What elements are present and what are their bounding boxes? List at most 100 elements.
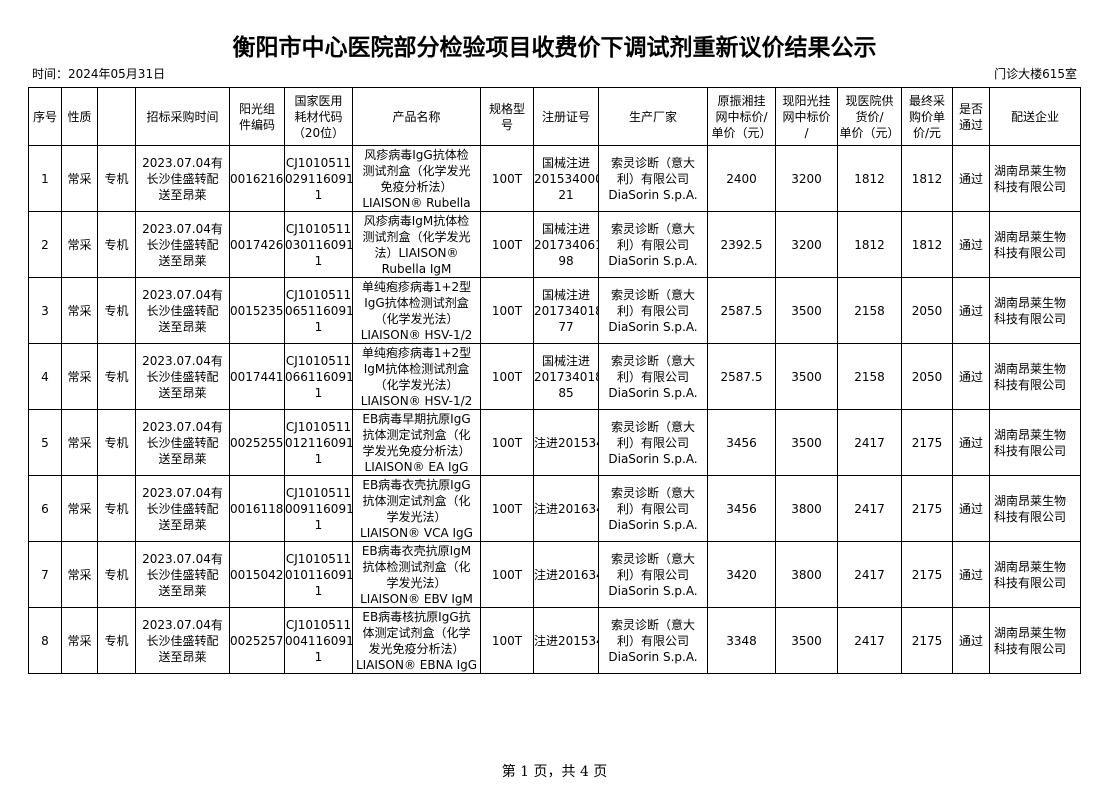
cell-line: DiaSorin S.p.A. [608, 517, 698, 532]
cell: 生产厂家 [598, 87, 708, 146]
cell: 2417 [837, 607, 902, 674]
cell: 风疹病毒IgM抗体检 测试剂盒（化学发光 法）LIAISON® Rubella IgM [352, 211, 481, 278]
cell-line: 现阳光挂 [782, 93, 831, 108]
cell-line: 国械注进 [541, 221, 590, 236]
cell-line: 送至昂莱 [158, 583, 207, 598]
cell: 00161185 [229, 475, 285, 542]
cell-line: 最终采 [908, 93, 945, 108]
cell-line: 77 [558, 319, 574, 334]
cell: 1 [28, 145, 62, 212]
cell: 常采 [61, 211, 98, 278]
cell-line: 国械注进 [541, 155, 590, 170]
cell: 3800 [775, 475, 838, 542]
cell: 通过 [952, 343, 990, 410]
cell: 2023.07.04有 长沙佳盛转配 送至昂莱 [135, 475, 230, 542]
cell: 2023.07.04有 长沙佳盛转配 送至昂莱 [135, 277, 230, 344]
cell-line: 送至昂莱 [158, 187, 207, 202]
cell: 2175 [901, 475, 953, 542]
cell-line: 法）LIAISON® [374, 245, 459, 260]
cell-line: 规格型 [488, 101, 525, 116]
cell: 3800 [775, 541, 838, 608]
cell: 2175 [901, 607, 953, 674]
cell-line: 送至昂莱 [158, 253, 207, 268]
cell-line: 抗体检测试剂盒（化 [362, 559, 471, 574]
cell-line: 购价单 [908, 109, 945, 124]
cell: 3500 [775, 343, 838, 410]
cell-line: DiaSorin S.p.A. [608, 583, 698, 598]
cell: 2417 [837, 541, 902, 608]
cell: 3200 [775, 211, 838, 278]
cell-line: 索灵诊断（意大 [610, 287, 695, 302]
cell-line: DiaSorin S.p.A. [608, 385, 698, 400]
cell-line: 湖南昂莱生物 [994, 295, 1067, 310]
cell: 常采 [61, 343, 98, 410]
cell: 索灵诊断（意大 利）有限公司 DiaSorin S.p.A. [598, 607, 708, 674]
cell: 00162166 [229, 145, 285, 212]
table-row: 4常采专机2023.07.04有长沙佳盛转配送至昂莱00174412CJ1010… [28, 343, 1081, 410]
cell-line: 利）有限公司 [616, 501, 689, 516]
cell: 100T [480, 277, 534, 344]
cell: 通过 [952, 409, 990, 476]
cell-line: 利）有限公司 [616, 567, 689, 582]
cell: 2392.5 [707, 211, 776, 278]
cell-line: 科技有限公司 [994, 575, 1067, 590]
cell: CJ1010511 065116091 1 [284, 277, 353, 344]
cell-line: 阳光组 [238, 101, 275, 116]
cell: 常采 [61, 541, 98, 608]
cell-line: 利）有限公司 [616, 303, 689, 318]
cell-line: 免疫分析法） [380, 179, 453, 194]
cell-line: 2023.07.04有 [142, 221, 223, 236]
cell: CJ1010511 066116091 1 [284, 343, 353, 410]
cell: 专机 [97, 145, 136, 212]
cell-line: 单价（元） [711, 125, 772, 140]
cell: 配送企业 [989, 87, 1081, 146]
cell: 常采 [61, 409, 98, 476]
cell-line: EB病毒核抗原IgG抗 [362, 609, 471, 624]
cell-line: 长沙佳盛转配 [146, 303, 219, 318]
cell: 常采 [61, 475, 98, 542]
cell: 4 [28, 343, 62, 410]
cell: 00252556 [229, 409, 285, 476]
cell: 3500 [775, 607, 838, 674]
cell-line: 利）有限公司 [616, 633, 689, 648]
cell: 100T [480, 409, 534, 476]
cell: 注进2016340 [533, 475, 599, 542]
cell: 阳光组 件编码 [229, 87, 285, 146]
cell: 3456 [707, 475, 776, 542]
cell: CJ1010511 009116091 1 [284, 475, 353, 542]
cell: 00150420 [229, 541, 285, 608]
cell: CJ1010511 012116091 1 [284, 409, 353, 476]
cell: 通过 [952, 607, 990, 674]
cell-line: EB病毒衣壳抗原IgG [362, 477, 471, 492]
cell-line: 湖南昂莱生物 [994, 361, 1067, 376]
cell-line: LIAISON® VCA IgG [360, 525, 473, 540]
cell-line: 2023.07.04有 [142, 353, 223, 368]
cell-line: 长沙佳盛转配 [146, 633, 219, 648]
cell-line: 索灵诊断（意大 [610, 617, 695, 632]
table-row: 6常采专机2023.07.04有长沙佳盛转配送至昂莱00161185CJ1010… [28, 475, 1081, 542]
price-table: 序号 性质 招标采购时间 阳光组 件编码 国家医用 耗材代码 （20位） 产品名称 规格型号注册证… [28, 87, 1081, 674]
cell: 专机 [97, 211, 136, 278]
cell-line: （20位） [292, 125, 345, 140]
cell-line: 利）有限公司 [616, 171, 689, 186]
cell: 通过 [952, 541, 990, 608]
cell-line: 国家医用 [294, 93, 343, 108]
cell: EB病毒衣壳抗原IgG 抗体测定试剂盒（化 学发光法） LIAISON® VCA Ig… [352, 475, 481, 542]
cell-line: 长沙佳盛转配 [146, 501, 219, 516]
cell-line: 21 [558, 187, 574, 202]
cell: 00152359 [229, 277, 285, 344]
cell-line: CJ1010511 [285, 155, 352, 170]
cell: 2417 [837, 475, 902, 542]
cell: 常采 [61, 145, 98, 212]
cell: 3500 [775, 277, 838, 344]
cell-line: Rubella IgM [381, 261, 452, 276]
cell-line: 学发光免疫分析法） [362, 443, 471, 458]
cell: 规格型号 [480, 87, 534, 146]
cell-line: 科技有限公司 [994, 311, 1067, 326]
cell-line: 风疹病毒IgM抗体检 [363, 213, 470, 228]
cell: 国械注进 201734061 98 [533, 211, 599, 278]
cell: EB病毒早期抗原IgG 抗体测定试剂盒（化 学发光免疫分析法） LIAISON® EA… [352, 409, 481, 476]
table-row: 5常采专机2023.07.04有长沙佳盛转配送至昂莱00252556CJ1010… [28, 409, 1081, 476]
cell: CJ1010511 029116091 1 [284, 145, 353, 212]
